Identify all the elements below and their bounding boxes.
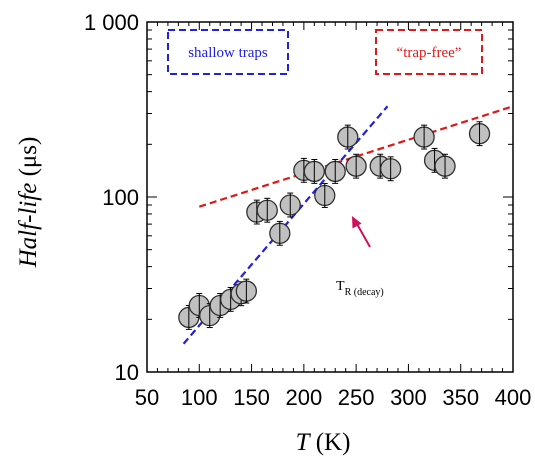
tr-annotation: TR (decay) — [336, 279, 384, 298]
data-points — [178, 121, 491, 330]
x-tick-label: 100 — [181, 385, 218, 410]
x-tick-label: 150 — [233, 385, 270, 410]
y-tick-label: 1 000 — [84, 10, 139, 35]
x-axis-title: T (K) — [296, 429, 351, 456]
y-axis-title-unit: (μs) — [15, 137, 42, 183]
x-tick-label: 350 — [442, 385, 479, 410]
x-tick-label: 300 — [390, 385, 427, 410]
tr-annotation-main: T — [336, 279, 345, 294]
y-tick-label: 100 — [102, 185, 139, 210]
shallow-traps-label: shallow traps — [188, 45, 268, 61]
x-tick-label: 50 — [135, 385, 159, 410]
tr-arrow-shaft — [356, 223, 371, 248]
x-axis-title-symbol: T — [296, 429, 312, 456]
y-axis-title: Half-life (μs) — [15, 137, 42, 269]
x-axis-title-unit: (K) — [309, 429, 350, 456]
axis-ticks: 50 100 150 200 250 300 350 400 10 100 1 000 — [84, 10, 531, 410]
shallow-traps-box — [167, 29, 289, 75]
x-tick-label: 400 — [495, 385, 532, 410]
trap-free-label: “trap-free” — [397, 45, 462, 61]
trap-free-box — [375, 29, 483, 75]
tr-arrow-head — [352, 216, 362, 229]
y-tick-label: 10 — [115, 360, 139, 385]
tr-annotation-subscript: R (decay) — [345, 287, 384, 298]
x-tick-label: 200 — [285, 385, 322, 410]
x-tick-label: 250 — [338, 385, 375, 410]
y-axis-title-main: Half-life — [15, 183, 42, 269]
